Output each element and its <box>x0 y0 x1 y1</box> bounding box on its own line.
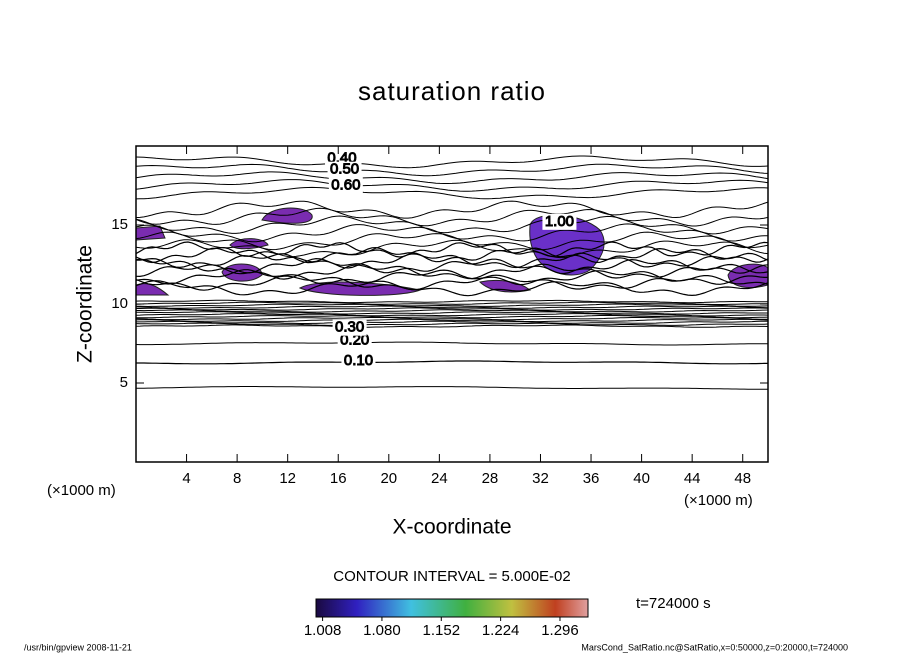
x-tick-label: 16 <box>330 470 347 487</box>
contour-line <box>136 186 768 200</box>
x-tick-label: 4 <box>182 470 190 487</box>
y-tick-label: 15 <box>111 216 128 233</box>
contour-label: 0.10 <box>344 352 373 369</box>
contour-line <box>136 200 768 219</box>
contour-line <box>136 314 768 319</box>
contour-line <box>136 215 768 235</box>
x-tick-label: 12 <box>279 470 296 487</box>
contour-line <box>136 341 768 346</box>
contour-line <box>136 320 768 324</box>
contour-label: 1.00 <box>545 213 574 230</box>
contour-label-bg <box>328 177 363 194</box>
contour-label: 0.50 <box>330 161 359 178</box>
x-tick-label: 44 <box>684 470 701 487</box>
contour-line <box>136 280 768 297</box>
x-tick-label: 40 <box>633 470 650 487</box>
contour-line <box>136 317 768 321</box>
contour-line <box>136 324 768 328</box>
plot-area: 0.100.200.300.400.500.601.00 <box>136 149 768 390</box>
contour-line <box>136 313 768 317</box>
colorbar-tick-label: 1.080 <box>363 622 401 639</box>
footer-left: /usr/bin/gpview 2008-11-21 <box>24 642 132 652</box>
contour-line <box>136 386 768 390</box>
x-axis-label: X-coordinate <box>392 516 511 539</box>
y-tick-label: 10 <box>111 295 128 312</box>
colorbar-tick-label: 1.008 <box>304 622 342 639</box>
y-axis-label: Z-coordinate <box>74 245 97 363</box>
contour-line <box>136 231 768 251</box>
contour-line <box>136 303 768 308</box>
contour-line <box>136 322 768 326</box>
contour-line <box>136 223 768 243</box>
contour-line <box>136 155 768 169</box>
x-tick-label: 36 <box>583 470 600 487</box>
contour-line <box>136 257 768 275</box>
contour-label-bg <box>542 213 577 230</box>
contour-line <box>136 171 768 184</box>
contour-line <box>136 241 768 258</box>
colorbar-tick-label: 1.224 <box>482 622 520 639</box>
y-unit: (×1000 m) <box>47 482 116 499</box>
contour-label-bg <box>332 319 367 336</box>
contour-label-bg <box>337 332 372 349</box>
footer-right: MarsCond_SatRatio.nc@SatRatio,x=0:50000,… <box>581 642 848 652</box>
x-tick-label: 20 <box>380 470 397 487</box>
contour-label-bg <box>341 352 376 369</box>
colorbar-ticks: 1.008 1.080 1.152 1.224 1.296 <box>304 617 579 639</box>
contour-line <box>136 360 768 365</box>
x-unit: (×1000 m) <box>684 492 753 509</box>
colorbar <box>315 598 589 618</box>
x-tick-label: 32 <box>532 470 549 487</box>
colorbar-tick-label: 1.152 <box>423 622 461 639</box>
contour-line <box>136 246 768 264</box>
x-tick-label: 24 <box>431 470 448 487</box>
x-tick-label: 48 <box>734 470 751 487</box>
contour-line <box>136 207 768 227</box>
contour-line <box>136 269 768 286</box>
contour-line <box>136 318 768 323</box>
contour-line <box>136 299 768 304</box>
colorbar-tick-label: 1.296 <box>541 622 579 639</box>
contour-line <box>136 252 768 269</box>
x-tick-label: 8 <box>233 470 241 487</box>
contour-line <box>136 239 768 259</box>
contour-label: 0.60 <box>331 176 360 193</box>
contour-line <box>136 179 768 192</box>
y-tick-label: 5 <box>120 374 128 391</box>
contour-line <box>136 311 768 315</box>
contour-label-bg <box>327 161 362 178</box>
contour-line <box>136 309 768 313</box>
contour-line <box>136 305 768 309</box>
contour-lines: 0.100.200.300.400.500.601.00 <box>136 149 768 390</box>
contour-label: 0.30 <box>335 319 364 336</box>
contour-line <box>136 307 768 311</box>
contour-line <box>136 263 768 280</box>
x-tick-label: 28 <box>482 470 499 487</box>
contour-line <box>136 163 768 177</box>
contour-line <box>136 301 768 305</box>
chart-title: saturation ratio <box>358 76 546 106</box>
contour-interval: CONTOUR INTERVAL = 5.000E-02 <box>333 568 570 585</box>
time-label: t=724000 s <box>636 595 711 612</box>
